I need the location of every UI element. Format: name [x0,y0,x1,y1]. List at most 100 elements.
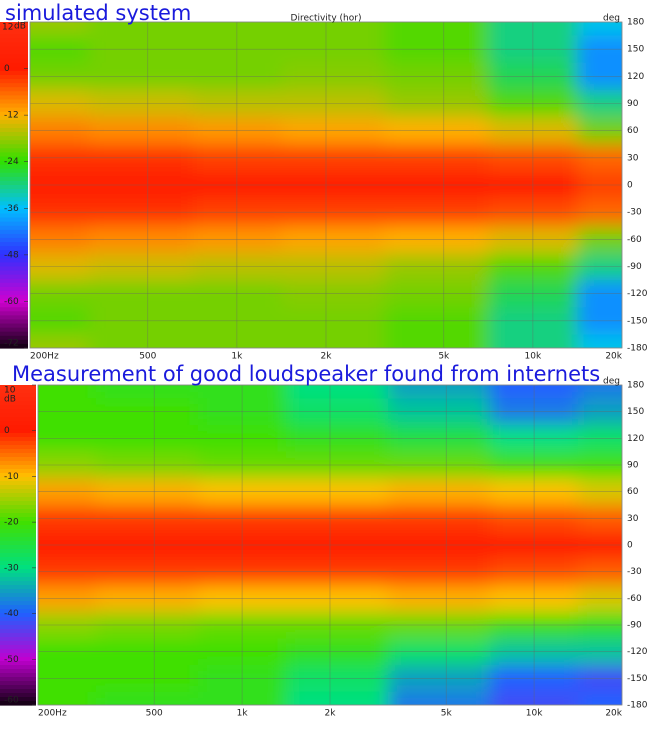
colorbar-band [0,461,36,466]
colorbar-band [0,185,28,190]
colorbar-band [0,525,36,530]
colorbar-band [0,621,36,626]
y-tick-label: 120 [627,72,644,82]
colorbar-band [0,38,28,43]
colorbar-band [0,577,36,582]
heatmap-cell [578,385,622,399]
colorbar-band [0,193,28,198]
heatmap-cell [577,334,622,348]
heatmap-cell [384,22,489,37]
heatmap-cell [286,385,389,399]
colorbar-band [0,417,36,422]
colorbar-band [0,160,28,166]
colorbar-band [0,290,28,296]
colorbar-band [0,274,28,280]
x-tick-label: 2k [321,352,333,362]
colorbar-band [0,311,28,316]
colorbar-band [0,42,28,48]
colorbar-band [0,605,36,610]
colorbar-band [0,164,28,170]
colorbar-band [0,136,28,141]
colorbar-band [0,673,36,678]
colorbar-band [0,549,36,554]
y-tick-label: 60 [627,487,639,497]
colorbar-band [0,521,36,526]
colorbar-band [0,681,36,686]
colorbar-band [0,197,28,202]
colorbar-tick-label: -36 [4,204,19,214]
colorbar-band [0,601,36,606]
x-tick-label: 2k [325,709,337,719]
y-tick-label: -150 [627,674,648,684]
colorbar-band [0,665,36,670]
colorbar-band [0,629,36,634]
colorbar-band [0,589,36,594]
colorbar-band [0,319,28,325]
colorbar-tick-label: 0 [4,426,10,436]
y-tick-label: -180 [627,344,648,354]
colorbar-band [0,62,28,68]
colorbar-band [0,242,28,247]
colorbar-tick-label: 0 [4,64,10,74]
colorbar-band [0,246,28,251]
colorbar-band [0,66,28,72]
heatmap-cell [96,691,199,705]
colorbar-band [0,107,28,113]
y-tick-label: 0 [627,541,633,551]
colorbar-band [0,30,28,35]
colorbar-band [0,465,36,470]
heatmap-cell [30,22,90,37]
x-tick-label: 5k [438,352,450,362]
colorbar-band [0,661,36,666]
colorbar-band [0,99,28,105]
colorbar-band [0,209,28,215]
colorbar-tick-label: -60 [4,696,19,706]
colorbar-band [0,295,28,300]
colorbar-band [0,335,28,341]
heatmap-cell [30,334,90,348]
colorbar-tick-label: -12 [4,111,19,121]
colorbar-band [0,189,28,194]
plot-frame [37,384,623,706]
colorbar-band [0,156,28,162]
colorbar-band [0,278,28,284]
colorbar-band [0,405,36,410]
colorbar-band [0,385,36,390]
y-tick-label: 30 [627,514,639,524]
colorbar-band [0,54,28,60]
y-tick-label: 120 [627,434,644,444]
colorbar-band [0,83,28,88]
heatmap-cell [281,22,386,37]
heatmap-cell [281,334,386,348]
colorbar-band [0,26,28,31]
y-tick-label: 150 [627,407,644,417]
x-tick-label: 20k [605,352,622,362]
colorbar-band [0,217,28,223]
colorbar-band [0,132,28,137]
colorbar-band [0,307,28,312]
colorbar-band [0,140,28,145]
colorbar-label: dB [4,395,16,405]
colorbar-band [0,95,28,101]
colorbar-band [0,229,28,235]
colorbar-band [0,445,36,450]
colorbar-band [0,573,36,578]
colorbar-band [0,79,28,84]
colorbar-band [0,433,36,438]
heatmap-cell [578,691,622,705]
colorbar-band [0,509,36,514]
colorbar-band [0,22,28,27]
colorbar-tick-label: -40 [4,609,19,619]
chart-title: simulated system [5,1,191,25]
colorbar-band [0,225,28,231]
colorbar-band [0,413,36,418]
x-tick-label: 200Hz [38,709,67,719]
colorbar-band [0,701,36,706]
x-tick-label: 200Hz [30,352,59,362]
colorbar-band [0,545,36,550]
colorbar-band [0,689,36,694]
colorbar-band [0,266,28,272]
colorbar-band [0,254,28,259]
colorbar-band [0,258,28,264]
y-tick-label: -120 [627,289,648,299]
